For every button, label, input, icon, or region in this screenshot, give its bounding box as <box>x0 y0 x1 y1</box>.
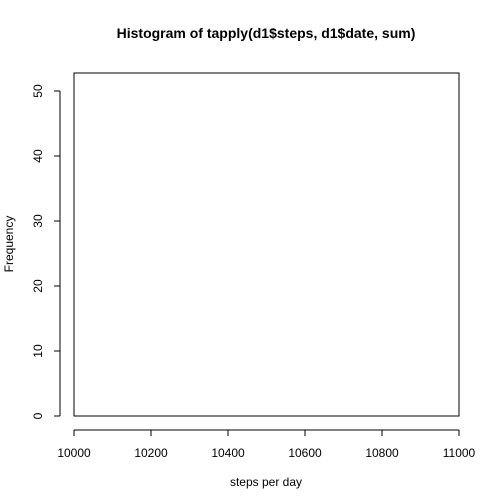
x-tick-label: 10400 <box>211 446 245 460</box>
x-tick-label: 11000 <box>443 446 476 460</box>
x-axis: 10000 10200 10400 10600 10800 11000 <box>57 430 475 460</box>
plot-frame <box>74 73 459 416</box>
y-tick-label: 20 <box>31 279 45 293</box>
y-tick-label: 30 <box>31 214 45 228</box>
y-axis: 0 10 20 30 40 50 <box>31 84 60 419</box>
chart-title: Histogram of tapply(d1$steps, d1$date, s… <box>117 25 416 41</box>
x-axis-label: steps per day <box>230 475 302 489</box>
y-tick-label: 10 <box>31 344 45 358</box>
x-tick-label: 10800 <box>365 446 399 460</box>
y-tick-label: 40 <box>31 149 45 163</box>
x-tick-label: 10000 <box>57 446 91 460</box>
y-tick-label: 50 <box>31 84 45 98</box>
y-tick-label: 0 <box>31 412 45 419</box>
x-tick-label: 10200 <box>134 446 168 460</box>
y-axis-label: Frequency <box>2 216 16 273</box>
x-tick-label: 10600 <box>288 446 322 460</box>
